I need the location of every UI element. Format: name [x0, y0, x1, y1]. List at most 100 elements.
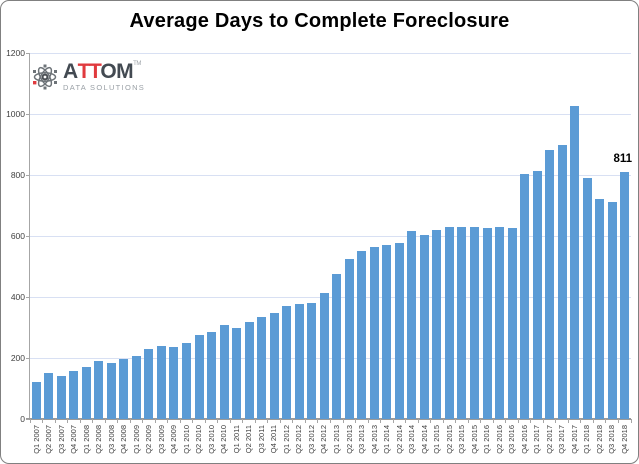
x-axis-tick	[542, 419, 544, 423]
x-axis-tick	[430, 419, 432, 423]
x-axis-tick	[167, 419, 169, 423]
y-axis-label: 600	[10, 231, 25, 241]
y-axis-tick	[26, 419, 29, 420]
plot-area: 0 200 400 600 800 1000 1200 Q1 2007 Q2 2007 Q3 20…	[6, 48, 633, 454]
y-axis-label: 0	[20, 414, 25, 424]
bar-q3-2011	[257, 316, 267, 419]
x-axis-label: Q3 2015	[457, 425, 467, 454]
gridline	[30, 236, 631, 237]
x-axis-label: Q2 2011	[244, 425, 254, 454]
bar-q2-2012	[294, 303, 304, 419]
x-axis-tick	[555, 419, 557, 423]
x-axis-label: Q4 2008	[119, 425, 129, 454]
bar-q4-2008	[119, 359, 129, 419]
x-axis-label: Q3 2013	[357, 425, 367, 454]
x-axis-tick	[104, 419, 106, 423]
x-axis-label: Q2 2018	[594, 425, 604, 454]
bar-q1-2015	[432, 229, 442, 419]
y-axis-tick	[26, 53, 29, 54]
x-axis-tick	[492, 419, 494, 423]
x-axis-label: Q1 2011	[231, 425, 241, 454]
x-axis-tick	[54, 419, 56, 423]
x-axis-tick	[154, 419, 156, 423]
bar-q4-2014	[419, 234, 429, 419]
x-axis-tick	[605, 419, 607, 423]
bar-q3-2017	[557, 144, 567, 419]
x-axis-tick	[617, 419, 619, 423]
gridline	[30, 114, 631, 115]
x-axis-tick	[117, 419, 119, 423]
bar-q4-2017	[570, 105, 580, 419]
x-axis-label: Q3 2018	[607, 425, 617, 454]
data-point-value-label: 811	[613, 152, 633, 165]
bar-q1-2010	[182, 343, 191, 419]
bar-q3-2008	[106, 363, 116, 419]
bar-q4-2015	[469, 227, 479, 419]
gridline	[30, 175, 631, 176]
bar-q3-2016	[507, 228, 517, 419]
x-axis-tick	[92, 419, 94, 423]
gridline	[30, 358, 631, 359]
x-axis-label: Q3 2012	[306, 425, 316, 454]
bar-q4-2009	[169, 347, 179, 419]
x-axis-label: Q3 2011	[256, 425, 266, 454]
bar-q2-2015	[444, 227, 454, 419]
x-axis-label: Q1 2018	[582, 425, 592, 454]
bar-q2-2018	[595, 199, 605, 419]
attom-logo: ATTOMTM DATA SOLUTIONS	[32, 59, 150, 94]
bar-q1-2009	[131, 355, 141, 419]
bar-q1-2011	[232, 327, 242, 419]
logo-wordmark: ATTOMTM	[63, 60, 141, 83]
y-axis-line	[29, 53, 30, 419]
y-axis-tick	[26, 297, 29, 298]
x-axis-label: Q2 2013	[344, 425, 354, 454]
x-axis-label: Q1 2009	[131, 425, 141, 454]
bar-q3-2015	[457, 226, 467, 419]
bar-q4-2012	[319, 292, 329, 419]
atom-icon	[32, 64, 58, 90]
x-axis-label: Q3 2016	[507, 425, 517, 454]
x-axis-tick	[417, 419, 419, 423]
bar-q1-2016	[482, 228, 492, 419]
x-axis-label: Q4 2010	[219, 425, 229, 454]
x-axis-tick	[330, 419, 331, 423]
x-axis-tick	[367, 419, 369, 423]
bar-q2-2007	[44, 372, 54, 419]
bar-q4-2016	[520, 174, 530, 419]
x-axis-label: Q3 2014	[407, 425, 417, 454]
x-axis-tick	[505, 419, 507, 423]
x-axis-label: Q3 2010	[206, 425, 216, 454]
y-axis-tick	[26, 236, 29, 237]
x-axis-tick	[67, 419, 69, 423]
x-axis-label: Q3 2017	[557, 425, 567, 454]
bar-q2-2009	[144, 348, 154, 419]
x-axis-label: Q2 2009	[144, 425, 154, 454]
x-axis-label: Q4 2014	[419, 425, 429, 454]
x-axis-line	[26, 418, 631, 420]
x-axis-tick	[405, 419, 407, 423]
x-axis-label: Q1 2016	[482, 425, 492, 454]
x-axis-label: Q1 2017	[532, 425, 542, 454]
logo-subtitle: DATA SOLUTIONS	[63, 83, 146, 92]
x-axis-tick	[342, 419, 344, 423]
bar-q3-2007	[56, 376, 66, 419]
x-axis-label: Q1 2015	[432, 425, 442, 454]
x-axis-tick	[467, 419, 469, 423]
x-axis-tick	[267, 419, 269, 423]
x-axis-tick	[79, 419, 81, 423]
bar-q2-2017	[545, 149, 555, 419]
x-axis-label: Q4 2012	[319, 425, 329, 454]
x-axis-label: Q3 2009	[156, 425, 166, 454]
x-axis-label: Q2 2007	[44, 425, 54, 454]
x-axis-label: Q2 2012	[294, 425, 304, 454]
x-axis-tick	[380, 419, 382, 423]
gridline	[30, 297, 631, 298]
x-axis-label: Q2 2008	[94, 425, 104, 454]
bar-q4-2018	[620, 171, 630, 419]
x-axis-tick	[254, 419, 256, 423]
x-axis-label: Q2 2014	[394, 425, 404, 454]
x-axis-tick	[530, 419, 532, 423]
x-axis-tick	[567, 419, 569, 423]
y-axis-tick	[26, 358, 29, 359]
